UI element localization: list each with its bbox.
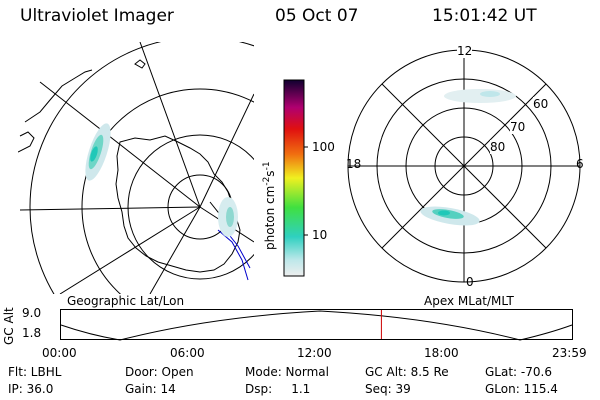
instrument-title: Ultraviolet Imager [20, 6, 174, 26]
timeline-ylabel: GC Alt [2, 307, 16, 345]
observation-time: 15:01:42 UT [432, 6, 537, 26]
colorbar-unit-label: photon cm-2s-1 [262, 161, 277, 250]
antarctica-coastline [115, 135, 241, 273]
gain-value: Gain: 14 [125, 382, 176, 396]
altitude-curve [60, 310, 573, 341]
timeline-ytick-1.8: 1.8 [22, 326, 42, 340]
gc-alt-value: GC Alt: 8.5 Re [365, 365, 449, 379]
timeline-frame [60, 309, 573, 340]
timeline-xtick-1200: 12:00 [297, 346, 332, 360]
lon-line [19, 206, 201, 211]
mlt-label-18: 18 [346, 157, 362, 171]
glat-value: GLat: -70.6 [485, 365, 552, 379]
mlt-polar-panel [347, 49, 581, 283]
mlt-label-12: 12 [457, 44, 473, 58]
geographic-image-panel [18, 42, 254, 294]
terminator-line [217, 229, 249, 281]
mlat-label-80: 80 [490, 140, 506, 154]
mlat-label-70: 70 [510, 120, 526, 134]
aurora-emission [85, 123, 238, 237]
mlt-label-6: 6 [576, 157, 584, 171]
lon-line [199, 93, 254, 208]
door-status: Door: Open [125, 365, 194, 379]
lon-line [149, 206, 201, 294]
colorbar-tick-10: 10 [312, 228, 328, 242]
timeline-xtick-2359: 23:59 [552, 346, 587, 360]
apex-panel-label: Apex MLat/MLT [424, 294, 514, 308]
glon-value: GLon: 115.4 [485, 382, 558, 396]
dsp-value: Dsp: 1.1 [245, 382, 311, 396]
observation-date: 05 Oct 07 [275, 6, 359, 26]
colorbar-gradient [283, 79, 305, 277]
filter-value: Flt: LBHL [8, 365, 62, 379]
island-coastline [134, 59, 146, 69]
lon-line [139, 42, 201, 208]
ip-value: IP: 36.0 [8, 382, 54, 396]
mlat-label-60: 60 [533, 97, 549, 111]
lon-line [39, 81, 201, 208]
lat-circle [81, 88, 254, 294]
mlt-label-0: 0 [466, 275, 474, 289]
coastline [18, 131, 35, 153]
timeline-ytick-9: 9.0 [22, 306, 42, 320]
mode-value: Mode: Normal [245, 365, 329, 379]
colorbar-tick-100: 100 [312, 140, 335, 154]
timeline-xtick-0600: 06:00 [170, 346, 205, 360]
lat-circle [29, 42, 254, 294]
timeline-plot [60, 309, 573, 341]
seq-value: Seq: 39 [365, 382, 411, 396]
mlt-line-diag [381, 83, 547, 249]
colorbar [283, 79, 308, 277]
lat-circle [127, 134, 254, 280]
timeline-xtick-1800: 18:00 [424, 346, 459, 360]
aurora-emission [420, 89, 516, 226]
geographic-panel-label: Geographic Lat/Lon [67, 294, 185, 308]
lon-line [59, 206, 201, 294]
coastline [24, 69, 93, 123]
timeline-xtick-0000: 00:00 [42, 346, 77, 360]
